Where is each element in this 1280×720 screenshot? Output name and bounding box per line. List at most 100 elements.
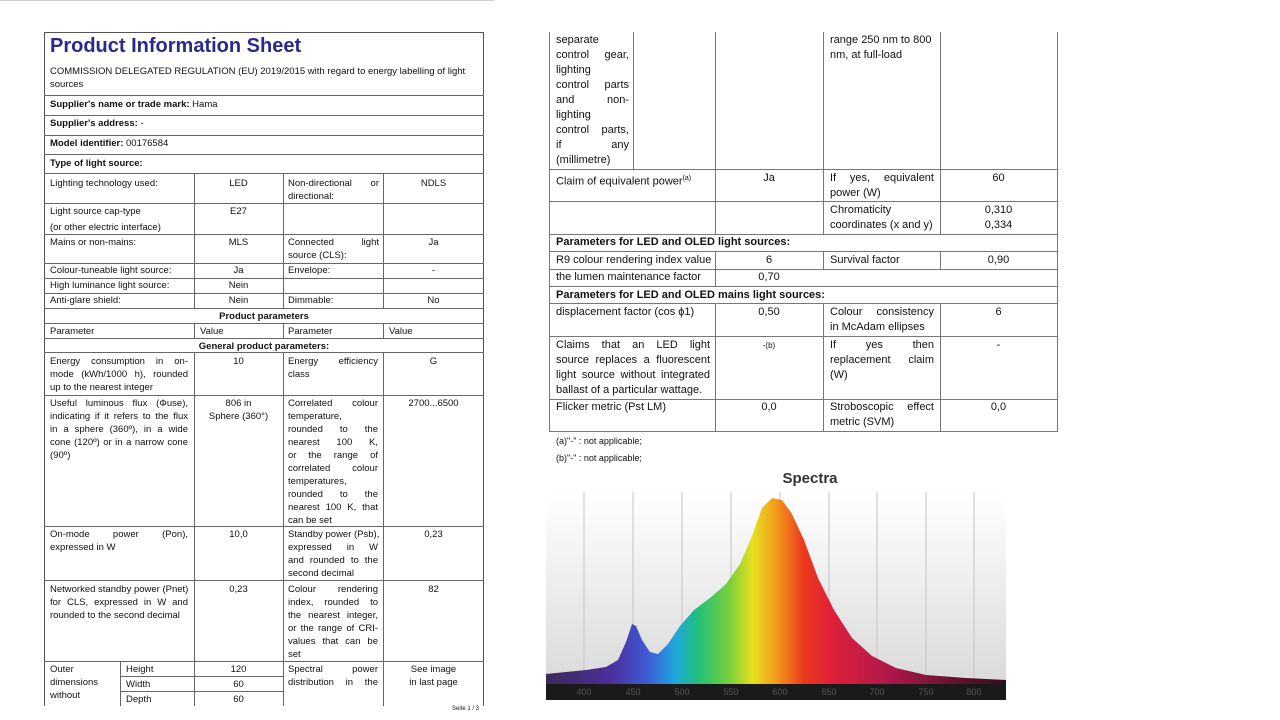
mains-label: Mains or non-mains: — [50, 237, 137, 248]
width-label: Width — [126, 679, 151, 690]
cont-right-1: range 250 nm to 800 — [830, 34, 932, 46]
cap-label: Light source cap-type — [50, 206, 141, 217]
flicker-label: Flicker metric (Pst LM) — [556, 401, 666, 413]
cct-label-3: rounded to the — [288, 424, 378, 435]
product-sheet — [44, 32, 484, 706]
class-value: G — [429, 356, 438, 367]
cont-line-6: lighting — [556, 109, 591, 121]
rule — [44, 154, 484, 155]
dims-label-2: dimensions — [50, 677, 99, 688]
led-params-heading: Parameters for LED and OLED light source… — [556, 236, 791, 248]
tech-value: LED — [229, 178, 248, 189]
cap-label-2: (or other electric interface) — [50, 222, 161, 233]
cri-label-4: or the range of CRI- — [288, 623, 378, 634]
tune-value: Ja — [233, 265, 244, 276]
col-rule — [1057, 32, 1058, 431]
cct-label-1: Correlated colour — [288, 398, 378, 409]
regulation-text: COMMISSION DELEGATED REGULATION (EU) 201… — [50, 66, 466, 90]
col-rule — [823, 303, 824, 431]
standby-label-2: expressed in W — [288, 542, 378, 553]
r9-label: R9 colour rendering index value — [556, 254, 712, 266]
cont-line-5: and non- — [556, 94, 629, 106]
col-rule — [283, 323, 284, 338]
tick-700: 700 — [869, 687, 884, 697]
tick-600: 600 — [772, 687, 787, 697]
col-rule — [549, 32, 550, 431]
claims-w-value: - — [996, 339, 1001, 351]
class-label-2: class — [288, 369, 310, 380]
col-rule — [383, 173, 384, 308]
env-value: - — [431, 265, 436, 276]
tick-500: 500 — [674, 687, 689, 697]
cont-line-7: control parts, — [556, 124, 629, 136]
netsb-label-3: rounded to the second decimal — [50, 610, 180, 621]
col-rule — [940, 32, 941, 234]
cct-label-9: nearest 100 K, that — [288, 502, 378, 513]
onmode-value: 10,0 — [229, 529, 248, 540]
col-rule — [715, 32, 716, 234]
r9-value: 6 — [765, 254, 773, 266]
cct-label-2: temperature, — [288, 411, 342, 422]
tick-800: 800 — [966, 687, 981, 697]
hlum-label: High luminance light source: — [50, 280, 170, 291]
cls-label-3: source (CLS): — [288, 250, 347, 261]
spd-value-2: in last page — [409, 677, 458, 688]
flux-label-4: cone (120º) or in a narrow cone — [50, 437, 188, 448]
dims-label-3: without — [50, 690, 81, 701]
cap-value: E27 — [230, 206, 247, 217]
cri-label-3: the nearest integer, — [288, 610, 378, 621]
cct-value: 2700...6500 — [408, 398, 459, 409]
mcadam-value: 6 — [995, 306, 1002, 318]
col-rule — [715, 251, 716, 286]
claims-w-label-3: (W) — [830, 369, 848, 381]
claims-w-label-1: If yes then — [830, 339, 934, 351]
supplier-value: Hama — [192, 99, 218, 110]
energy-value: 10 — [233, 356, 244, 367]
disp-value: 0,50 — [758, 306, 780, 318]
energy-label-1: Energy consumption in on- — [50, 356, 188, 367]
equiv-value: Ja — [763, 172, 775, 184]
rule — [44, 661, 484, 662]
tune-label: Colour-tuneable light source: — [50, 265, 172, 276]
lumen-value: 0,70 — [758, 271, 780, 283]
rule — [549, 169, 1058, 170]
flicker-value: 0,0 — [761, 401, 777, 413]
equiv-label: Claim of equivalent power — [556, 175, 683, 188]
cct-label-5: or the range of — [288, 450, 378, 461]
footnote-b: (b)"-" : not applicable; — [556, 453, 642, 463]
rule — [549, 234, 1058, 235]
glare-value: Nein — [228, 295, 249, 306]
energy-label-3: up to the nearest integer — [50, 382, 153, 393]
equiv-w-value: 60 — [992, 172, 1005, 184]
flux-label-1: Useful luminous flux (Φuse), — [50, 398, 188, 409]
cont-line-8: if any — [556, 139, 629, 151]
netsb-label-2: for CLS, expressed in W and — [50, 597, 188, 608]
lumen-label: the lumen maintenance factor — [556, 271, 701, 283]
tick-450: 450 — [625, 687, 640, 697]
rule — [44, 526, 484, 527]
col-rule — [940, 251, 941, 269]
rule — [44, 234, 484, 235]
rule — [120, 676, 283, 677]
height-value: 120 — [230, 664, 247, 675]
page-footer: Seite 1 / 3 — [452, 706, 480, 712]
rule — [44, 395, 484, 396]
netsb-label-1: Networked standby power (Pnet) — [50, 584, 189, 595]
rule — [44, 173, 484, 174]
col-rule — [823, 32, 824, 234]
col-value: Value — [200, 326, 224, 337]
spd-label-2: distribution in the — [288, 677, 378, 688]
rule — [44, 308, 484, 309]
col-rule — [194, 323, 195, 338]
footnote-a: (a)"-" : not applicable; — [556, 436, 642, 446]
strobo-label-2: metric (SVM) — [830, 416, 895, 428]
address-label: Supplier's address: — [50, 118, 138, 129]
cct-label-10: can be set — [288, 515, 332, 526]
tick-750: 750 — [918, 687, 933, 697]
nondir-label-3: directional: — [288, 191, 334, 202]
tick-400: 400 — [576, 687, 591, 697]
col-rule — [194, 352, 195, 706]
col-rule — [383, 352, 384, 706]
rule — [44, 293, 484, 294]
rule — [549, 201, 1058, 202]
